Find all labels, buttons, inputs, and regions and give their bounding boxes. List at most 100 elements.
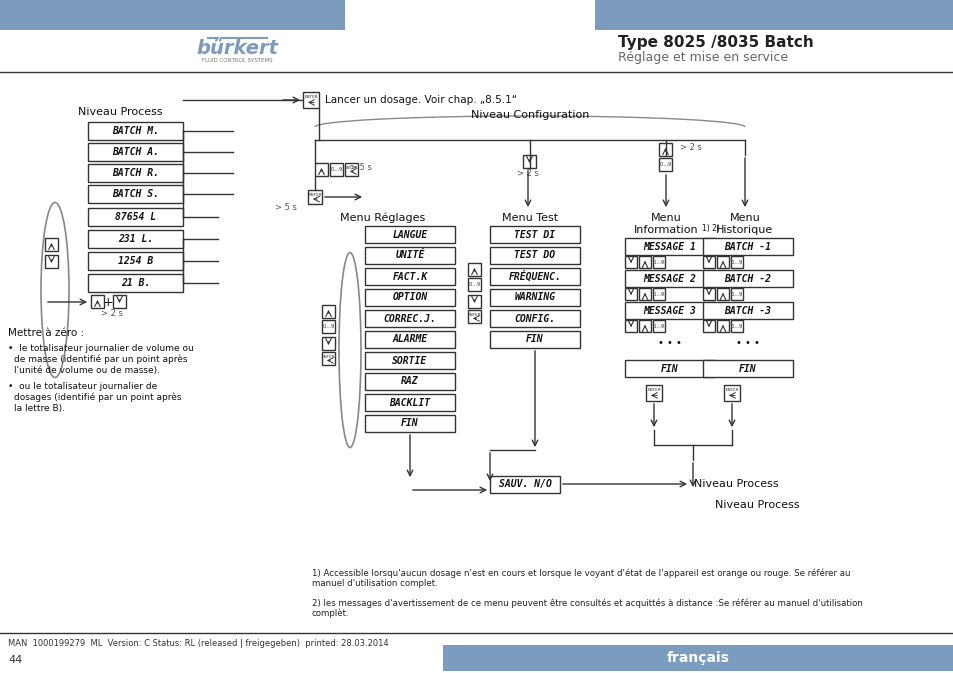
- Text: bürkert: bürkert: [195, 38, 277, 57]
- Bar: [717, 320, 728, 332]
- Text: FIN: FIN: [526, 334, 543, 345]
- Bar: [308, 190, 322, 204]
- Bar: [468, 278, 480, 291]
- Bar: [0, 0, 345, 30]
- Text: la lettre B).: la lettre B).: [14, 404, 65, 413]
- Bar: [88, 252, 183, 270]
- Text: MAN  1000199279  ML  Version: C Status: RL (released | freigegeben)  printed: 28: MAN 1000199279 ML Version: C Status: RL …: [8, 639, 388, 649]
- Bar: [322, 320, 335, 333]
- Bar: [490, 310, 579, 327]
- Bar: [365, 289, 455, 306]
- Bar: [702, 256, 714, 268]
- Text: FLUID CONTROL SYSTEMS: FLUID CONTROL SYSTEMS: [201, 57, 272, 63]
- Bar: [88, 164, 183, 182]
- Bar: [365, 310, 455, 327]
- Bar: [639, 256, 650, 268]
- Text: OPTION: OPTION: [392, 293, 427, 302]
- Text: FIN: FIN: [739, 363, 756, 374]
- Text: 1254 B: 1254 B: [118, 256, 153, 266]
- Text: RAZ: RAZ: [401, 376, 418, 386]
- Text: Niveau Process: Niveau Process: [693, 479, 778, 489]
- Bar: [730, 288, 742, 300]
- Bar: [303, 92, 318, 108]
- Text: MESSAGE 1: MESSAGE 1: [643, 242, 696, 252]
- Text: Menu Test: Menu Test: [501, 213, 558, 223]
- Bar: [330, 163, 343, 176]
- Text: FACT.K: FACT.K: [392, 271, 427, 281]
- Bar: [702, 302, 792, 319]
- Text: 0....9: 0....9: [659, 162, 671, 167]
- Text: dosages (identifié par un point après: dosages (identifié par un point après: [14, 393, 181, 402]
- Bar: [717, 288, 728, 300]
- Text: CORREC.J.: CORREC.J.: [383, 314, 436, 324]
- Bar: [624, 270, 714, 287]
- Text: • • •: • • •: [736, 338, 760, 348]
- Bar: [490, 289, 579, 306]
- Bar: [730, 256, 742, 268]
- Bar: [490, 247, 579, 264]
- Text: Menu Réglages: Menu Réglages: [340, 213, 425, 223]
- Bar: [365, 268, 455, 285]
- Bar: [314, 163, 328, 176]
- Bar: [490, 331, 579, 348]
- Bar: [595, 0, 953, 30]
- Text: ENTER: ENTER: [724, 388, 738, 392]
- Text: Niveau Process: Niveau Process: [714, 500, 799, 510]
- Bar: [365, 373, 455, 390]
- Bar: [45, 238, 58, 251]
- Text: FRÉQUENC.: FRÉQUENC.: [508, 271, 561, 282]
- Text: CONFIG.: CONFIG.: [514, 314, 555, 324]
- Bar: [88, 274, 183, 292]
- Text: Information: Information: [633, 225, 698, 235]
- Bar: [659, 143, 671, 156]
- Text: MESSAGE 3: MESSAGE 3: [643, 306, 696, 316]
- Bar: [490, 268, 579, 285]
- Bar: [45, 255, 58, 268]
- Bar: [490, 226, 579, 243]
- Bar: [322, 352, 335, 365]
- Text: > 5 s: > 5 s: [350, 164, 372, 172]
- Text: Mettre à zéro :: Mettre à zéro :: [8, 328, 84, 338]
- Bar: [624, 256, 637, 268]
- Text: ENTER: ENTER: [344, 166, 358, 170]
- Text: +: +: [103, 295, 113, 308]
- Text: BATCH M.: BATCH M.: [112, 126, 159, 136]
- Text: 0....9: 0....9: [652, 291, 664, 297]
- Text: de masse (identifié par un point après: de masse (identifié par un point après: [14, 355, 188, 365]
- Bar: [365, 247, 455, 264]
- Bar: [365, 226, 455, 243]
- Text: Réglage et mise en service: Réglage et mise en service: [618, 52, 787, 65]
- Bar: [88, 122, 183, 140]
- Bar: [702, 288, 714, 300]
- Bar: [652, 320, 664, 332]
- Text: •  ou le totalisateur journalier de: • ou le totalisateur journalier de: [8, 382, 157, 391]
- Bar: [717, 256, 728, 268]
- Text: 0....9: 0....9: [730, 260, 742, 264]
- Bar: [442, 645, 953, 671]
- Text: LANGUE: LANGUE: [392, 229, 427, 240]
- Text: 0....9: 0....9: [730, 324, 742, 328]
- Bar: [624, 302, 714, 319]
- Text: 231 L.: 231 L.: [118, 234, 153, 244]
- Text: MESSAGE 2: MESSAGE 2: [643, 273, 696, 283]
- Text: SAUV. N/O: SAUV. N/O: [498, 479, 551, 489]
- Bar: [365, 331, 455, 348]
- Bar: [468, 295, 480, 308]
- Text: > 5 s: > 5 s: [274, 203, 296, 211]
- Bar: [652, 256, 664, 268]
- Bar: [645, 385, 661, 401]
- Bar: [91, 295, 104, 308]
- Text: Menu: Menu: [650, 213, 680, 223]
- Bar: [702, 320, 714, 332]
- Text: ENTER: ENTER: [304, 95, 317, 99]
- Bar: [659, 158, 671, 171]
- Bar: [88, 208, 183, 226]
- Bar: [345, 163, 357, 176]
- Text: ENTER: ENTER: [467, 313, 481, 317]
- Text: FIN: FIN: [660, 363, 679, 374]
- Bar: [624, 320, 637, 332]
- Bar: [730, 320, 742, 332]
- Text: TEST DI: TEST DI: [514, 229, 555, 240]
- Text: BATCH R.: BATCH R.: [112, 168, 159, 178]
- Bar: [624, 288, 637, 300]
